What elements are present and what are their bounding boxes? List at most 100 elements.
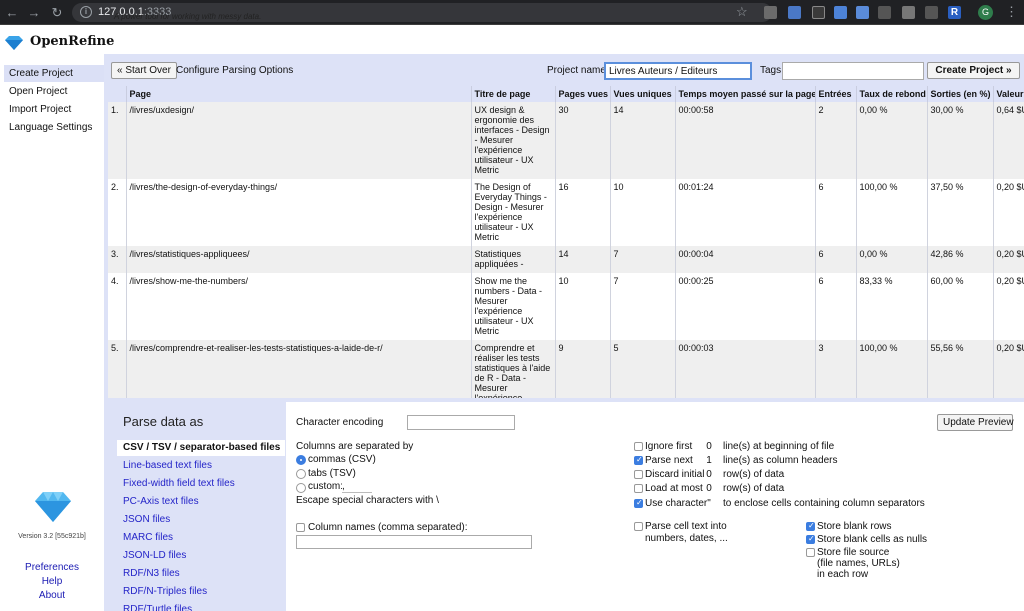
- table-cell: Show me the numbers - Data - Mesurer l'e…: [471, 273, 556, 340]
- table-cell: 30,00 %: [927, 102, 994, 179]
- format-json[interactable]: JSON files: [123, 514, 171, 525]
- parse-next-input[interactable]: 1: [706, 455, 712, 466]
- info-icon[interactable]: i: [80, 6, 92, 18]
- table-cell: 6: [815, 273, 857, 340]
- about-link[interactable]: About: [38, 590, 66, 601]
- format-rdf-turtle[interactable]: RDF/Turtle files: [123, 604, 193, 611]
- discard-initial-checkbox[interactable]: [634, 470, 643, 479]
- format-fixed-width[interactable]: Fixed-width field text files: [123, 478, 235, 489]
- discard-initial-input[interactable]: 0: [706, 469, 712, 480]
- load-at-most-label: Load at most: [645, 483, 703, 494]
- column-header: Temps moyen passé sur la page: [675, 86, 816, 102]
- extension-icon[interactable]: [878, 6, 891, 19]
- character-encoding-input[interactable]: [407, 415, 515, 430]
- nav-import-project[interactable]: Import Project: [9, 104, 72, 115]
- load-at-most-checkbox[interactable]: [634, 484, 643, 493]
- reload-icon[interactable]: ↻: [51, 5, 63, 20]
- create-project-button[interactable]: Create Project »: [927, 62, 1020, 79]
- table-cell: 16: [555, 179, 611, 246]
- separator-tabs-radio[interactable]: [296, 469, 306, 479]
- table-row: 5. /livres/comprendre-et-realiser-les-te…: [108, 340, 1024, 398]
- table-cell: 1.: [108, 102, 127, 179]
- update-preview-button[interactable]: Update Preview: [937, 414, 1014, 431]
- column-names-label: Column names (comma separated):: [308, 522, 468, 533]
- extension-icon[interactable]: [856, 6, 869, 19]
- format-pc-axis[interactable]: PC-Axis text files: [123, 496, 199, 507]
- browser-toolbar: ← → ↻ i 127.0.0.1:3333 ☆ R G ⋮: [0, 0, 1024, 25]
- table-cell: 9: [555, 340, 611, 398]
- format-rdf-n3[interactable]: RDF/N3 files: [123, 568, 180, 579]
- extension-icon[interactable]: [925, 6, 938, 19]
- use-character-input[interactable]: ": [707, 498, 711, 509]
- table-cell: 5.: [108, 340, 127, 398]
- nav-open-project[interactable]: Open Project: [9, 86, 68, 97]
- separator-commas-radio[interactable]: [296, 455, 306, 465]
- column-names-checkbox[interactable]: [296, 523, 305, 532]
- more-menu-icon[interactable]: ⋮: [1005, 4, 1018, 19]
- column-header: Pages vues: [555, 86, 611, 102]
- parse-as-title: Parse data as: [123, 414, 204, 429]
- forward-arrow-icon[interactable]: →: [27, 5, 41, 20]
- parse-cell-text-label: Parse cell text into: [645, 521, 727, 532]
- store-file-source-checkbox[interactable]: [806, 548, 815, 557]
- project-name-input[interactable]: Livres Auteurs / Editeurs: [604, 62, 752, 80]
- use-character-checkbox[interactable]: [634, 498, 643, 508]
- ignore-first-checkbox[interactable]: [634, 442, 643, 451]
- separator-tabs-label: tabs (TSV): [308, 468, 356, 479]
- separator-custom-radio[interactable]: [296, 483, 306, 493]
- format-line-based[interactable]: Line-based text files: [123, 460, 212, 471]
- escape-label: Escape special characters with \: [296, 495, 439, 506]
- format-json-ld[interactable]: JSON-LD files: [123, 550, 187, 561]
- profile-avatar[interactable]: G: [978, 5, 993, 20]
- address-bar[interactable]: i 127.0.0.1:3333: [72, 3, 772, 22]
- store-blank-cells-checkbox[interactable]: [806, 534, 815, 544]
- project-header: « Start Over Configure Parsing Options P…: [104, 54, 1024, 86]
- extension-icon[interactable]: [834, 6, 847, 19]
- extension-icon[interactable]: [812, 6, 825, 19]
- format-list-panel: Parse data as CSV / TSV / separator-base…: [104, 402, 286, 611]
- column-names-input[interactable]: [296, 535, 532, 549]
- help-link[interactable]: Help: [41, 576, 63, 587]
- column-header: [108, 86, 127, 102]
- table-cell: UX design & ergonomie des interfaces - D…: [471, 102, 556, 179]
- table-cell: 0,64 $U: [993, 102, 1024, 179]
- table-cell: 00:00:25: [675, 273, 816, 340]
- store-blank-rows-label: Store blank rows: [817, 521, 892, 532]
- table-cell: 83,33 %: [856, 273, 928, 340]
- camera-icon[interactable]: [902, 6, 915, 19]
- start-over-button[interactable]: « Start Over: [111, 62, 177, 79]
- app-name: OpenRefine: [30, 34, 115, 49]
- load-at-most-input[interactable]: 0: [706, 483, 712, 494]
- tags-label: Tags: [760, 65, 782, 76]
- table-cell: 3.: [108, 246, 127, 273]
- separator-commas-label: commas (CSV): [308, 454, 376, 465]
- preview-table: Page Titre de page Pages vues Vues uniqu…: [108, 86, 1024, 398]
- extension-icon[interactable]: [788, 6, 801, 19]
- extension-icon[interactable]: [764, 6, 777, 19]
- column-header: Taux de rebond: [856, 86, 928, 102]
- r-extension-icon[interactable]: R: [948, 6, 961, 19]
- table-cell: 00:00:04: [675, 246, 816, 273]
- tags-input[interactable]: [782, 62, 924, 80]
- bookmark-star-icon[interactable]: ☆: [736, 4, 748, 19]
- table-cell: 100,00 %: [856, 340, 928, 398]
- parse-next-checkbox[interactable]: [634, 455, 643, 465]
- format-marc[interactable]: MARC files: [123, 532, 174, 543]
- url-text: 127.0.0.1:3333: [98, 6, 172, 18]
- table-cell: 0,00 %: [856, 102, 928, 179]
- ignore-first-input[interactable]: 0: [706, 441, 712, 452]
- table-row: 1. /livres/uxdesign/ UX design & ergonom…: [108, 102, 1024, 179]
- preferences-link[interactable]: Preferences: [25, 562, 79, 573]
- format-rdf-ntriples[interactable]: RDF/N-Triples files: [123, 586, 208, 597]
- parse-cell-text-checkbox[interactable]: [634, 522, 643, 531]
- diamond-icon: [5, 36, 23, 50]
- nav-create-project[interactable]: Create Project: [4, 65, 104, 82]
- format-csv[interactable]: CSV / TSV / separator-based files: [117, 440, 285, 456]
- table-cell: 55,56 %: [927, 340, 994, 398]
- table-cell: /livres/the-design-of-everyday-things/: [126, 179, 472, 246]
- nav-language-settings[interactable]: Language Settings: [9, 122, 93, 133]
- custom-separator-input[interactable]: ,: [342, 481, 372, 493]
- back-arrow-icon[interactable]: ←: [5, 5, 19, 20]
- table-row: 4. /livres/show-me-the-numbers/ Show me …: [108, 273, 1024, 340]
- store-blank-rows-checkbox[interactable]: [806, 521, 815, 531]
